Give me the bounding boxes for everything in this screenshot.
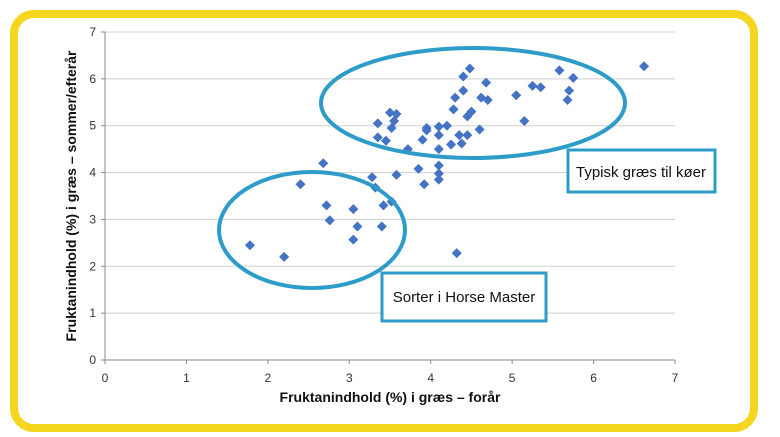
y-tick-label: 0 xyxy=(89,353,96,367)
high-group-callout: Typisk græs til køer xyxy=(566,148,717,194)
data-point xyxy=(376,221,387,232)
low-group-callout-box xyxy=(380,271,548,323)
data-point xyxy=(450,92,461,103)
data-point xyxy=(433,144,444,155)
data-point xyxy=(568,72,579,83)
data-points xyxy=(244,61,650,262)
data-point xyxy=(639,61,650,72)
data-point xyxy=(433,174,444,185)
data-point xyxy=(433,168,444,179)
data-point xyxy=(466,106,477,117)
data-point xyxy=(433,160,444,171)
x-tick-label: 0 xyxy=(102,371,109,385)
x-tick-label: 4 xyxy=(427,371,434,385)
high-group-callout-box xyxy=(566,148,717,194)
data-point xyxy=(474,124,485,135)
data-point xyxy=(321,200,332,211)
data-point xyxy=(535,82,546,93)
data-point xyxy=(295,179,306,190)
data-point xyxy=(372,132,383,143)
data-point xyxy=(385,107,395,118)
y-tick-label: 5 xyxy=(89,119,96,133)
data-point xyxy=(372,118,383,129)
chart-frame xyxy=(10,10,758,432)
data-point xyxy=(519,116,530,127)
x-axis-label: Fruktanindhold (%) i græs – forår xyxy=(280,389,501,405)
data-point xyxy=(279,251,290,262)
data-point xyxy=(554,65,565,76)
data-point xyxy=(380,135,391,146)
y-tick-label: 6 xyxy=(89,72,96,86)
x-tick-label: 2 xyxy=(265,371,272,385)
y-tick-label: 7 xyxy=(89,25,96,39)
data-point xyxy=(462,130,473,141)
data-point xyxy=(417,134,428,145)
y-tick-label: 1 xyxy=(89,306,96,320)
data-point xyxy=(413,163,424,174)
low-group-callout-label: Sorter i Horse Master xyxy=(393,289,536,306)
axes xyxy=(101,31,676,364)
data-point xyxy=(391,169,402,180)
data-point xyxy=(352,221,363,232)
data-point xyxy=(481,77,492,88)
data-point xyxy=(511,90,522,101)
data-point xyxy=(318,158,329,169)
x-tick-label: 7 xyxy=(672,371,679,385)
data-point xyxy=(464,63,475,74)
data-point xyxy=(421,123,432,134)
data-point xyxy=(433,121,444,132)
data-point xyxy=(419,179,430,190)
x-tick-label: 1 xyxy=(183,371,190,385)
data-point xyxy=(433,130,444,141)
data-point xyxy=(378,200,389,211)
high-group-callout-label: Typisk græs til køer xyxy=(576,164,706,181)
data-point xyxy=(527,80,538,91)
x-tick-label: 3 xyxy=(346,371,353,385)
data-point xyxy=(448,104,459,115)
low-group-ellipse xyxy=(217,170,407,290)
data-point xyxy=(458,85,469,96)
y-tick-label: 3 xyxy=(89,212,96,226)
y-axis-label: Fruktanindhold (%) i græs – sommer/efter… xyxy=(63,50,79,341)
data-point xyxy=(564,85,575,96)
y-tick-label: 4 xyxy=(89,166,96,180)
data-point xyxy=(562,94,573,105)
data-point xyxy=(454,130,465,141)
data-point xyxy=(456,138,467,149)
data-point xyxy=(391,109,402,119)
data-point xyxy=(244,240,255,251)
y-tick-labels: 0 1 2 3 4 5 6 7 xyxy=(89,25,96,367)
data-point xyxy=(367,172,378,183)
data-point xyxy=(348,234,359,245)
data-point xyxy=(324,215,335,226)
x-tick-labels: 0 1 2 3 4 5 6 7 xyxy=(102,371,679,385)
y-tick-label: 2 xyxy=(89,259,96,273)
data-point xyxy=(451,248,462,259)
high-group-ellipse xyxy=(319,46,627,160)
data-point xyxy=(446,139,457,150)
data-point xyxy=(348,204,359,215)
low-group-callout: Sorter i Horse Master xyxy=(380,271,548,323)
x-tick-label: 5 xyxy=(509,371,516,385)
data-point xyxy=(458,71,469,82)
data-point xyxy=(442,120,452,131)
data-point xyxy=(482,94,493,105)
x-tick-label: 6 xyxy=(590,371,597,385)
